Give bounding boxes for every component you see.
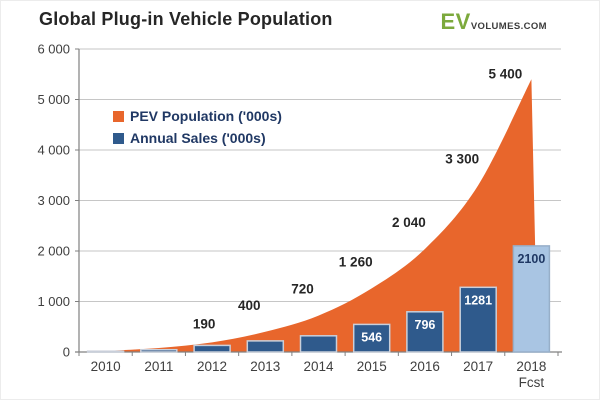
x-axis-forecast-note: Fcst — [519, 375, 545, 390]
annual-sales-bar — [246, 340, 285, 353]
evvolumes-logo: EV VOLUMES.COM — [440, 9, 547, 35]
area-value-label: 1 260 — [339, 254, 373, 269]
x-axis-label: 2010 — [91, 359, 121, 374]
area-value-label: 5 400 — [489, 66, 523, 81]
x-axis-label: 2011 — [144, 359, 173, 374]
annual-sales-bar — [193, 344, 231, 353]
legend-row-annual-sales: Annual Sales ('000s) — [113, 127, 282, 149]
annual-sales-bar — [299, 335, 338, 353]
annual-sales-bar-forecast — [512, 245, 551, 353]
legend-label-annual-sales: Annual Sales ('000s) — [130, 130, 266, 146]
annual-sales-swatch-icon — [113, 132, 124, 144]
x-axis-label: 2013 — [250, 359, 280, 374]
logo-ev-text: EV — [440, 9, 471, 34]
logo-volumes-text: VOLUMES.COM — [470, 21, 547, 32]
y-axis-label: 4 000 — [37, 143, 70, 158]
annual-sales-bar — [406, 311, 444, 353]
y-axis-label: 1 000 — [37, 294, 70, 309]
area-value-label: 190 — [193, 316, 216, 331]
y-axis-label: 0 — [63, 345, 70, 360]
x-axis-label: 2015 — [357, 359, 387, 374]
x-axis-label: 2017 — [463, 359, 493, 374]
annual-sales-bar — [352, 323, 391, 353]
chart-legend: PEV Population ('000s) Annual Sales ('00… — [113, 105, 282, 149]
area-value-label: 720 — [291, 282, 314, 297]
y-axis-label: 5 000 — [37, 92, 70, 107]
annual-sales-bar — [459, 286, 497, 353]
annual-sales-bar — [86, 350, 125, 353]
y-axis-label: 6 000 — [37, 42, 70, 57]
x-axis-label: 2014 — [303, 359, 334, 374]
x-axis-label: 2012 — [197, 359, 227, 374]
area-value-label: 3 300 — [445, 151, 479, 166]
bar-value-label: 2100 — [517, 252, 545, 266]
page-title: Global Plug-in Vehicle Population — [39, 9, 333, 29]
y-axis-label: 3 000 — [37, 193, 70, 208]
x-axis-label: 2018 — [516, 359, 546, 374]
pev-population-area-series — [105, 79, 538, 353]
x-axis-label: 2016 — [410, 359, 440, 374]
y-axis-label: 2 000 — [37, 244, 70, 259]
area-value-label: 2 040 — [392, 215, 426, 230]
area-value-label: 400 — [238, 298, 261, 313]
bar-value-label: 546 — [361, 330, 382, 344]
bar-value-label: 796 — [415, 318, 436, 332]
annual-sales-bar — [140, 348, 178, 353]
bar-value-label: 1281 — [464, 293, 492, 307]
legend-label-pev-population: PEV Population ('000s) — [130, 108, 282, 124]
legend-row-pev-population: PEV Population ('000s) — [113, 105, 282, 127]
pev-population-swatch-icon — [113, 110, 124, 122]
